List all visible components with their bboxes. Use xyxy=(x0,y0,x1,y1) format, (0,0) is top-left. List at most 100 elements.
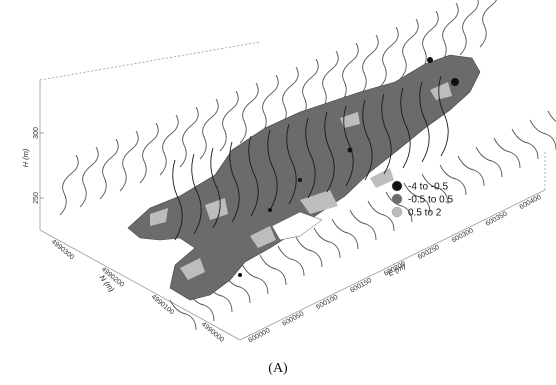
surface-contour xyxy=(248,135,259,217)
contour-line xyxy=(299,58,319,120)
contour-line xyxy=(439,2,459,64)
dark-patch xyxy=(238,273,242,277)
contour-line xyxy=(279,66,299,128)
contour-line xyxy=(313,227,341,259)
surface-light-patches xyxy=(150,82,452,280)
surface-contour xyxy=(229,141,240,223)
contour-line xyxy=(547,110,556,122)
surface-contour xyxy=(362,99,373,181)
contour-line xyxy=(139,122,159,184)
legend-swatch xyxy=(391,180,403,192)
legend-label: 0.5 to 2 xyxy=(408,208,442,219)
back-edge xyxy=(39,41,261,81)
contour-line xyxy=(169,299,197,331)
light-patch xyxy=(150,208,168,226)
contour-line xyxy=(199,98,219,160)
terrain-surface xyxy=(127,54,481,301)
contour-line xyxy=(403,182,431,214)
contour-line xyxy=(239,82,259,144)
contour-line xyxy=(277,245,305,277)
z-axis-label: H (m) xyxy=(21,148,30,167)
contour-line xyxy=(295,236,323,268)
contour-line xyxy=(59,154,79,216)
surface-contour xyxy=(286,123,297,205)
contour-line xyxy=(475,146,503,178)
white-hole xyxy=(271,211,323,241)
contour-line xyxy=(159,114,179,176)
x-tick-label: 600000 xyxy=(247,327,271,344)
light-patch xyxy=(205,198,228,220)
light-patch xyxy=(370,168,394,188)
contour-line xyxy=(331,218,359,250)
z-tick-label: 300 xyxy=(33,127,40,139)
x-tick-label: 600350 xyxy=(485,211,509,228)
figure-caption: (A) xyxy=(268,361,288,376)
surface-contour xyxy=(400,87,411,169)
light-patch xyxy=(430,82,452,100)
light-patch xyxy=(300,190,338,214)
contour-line xyxy=(219,90,239,152)
contour-line xyxy=(399,18,419,80)
contour-line xyxy=(339,42,359,104)
light-patch xyxy=(340,112,360,128)
contour-line xyxy=(457,155,485,187)
surface-contour xyxy=(381,93,392,175)
contour-line xyxy=(421,173,449,205)
contour-line xyxy=(479,0,498,48)
surface-contour xyxy=(343,105,354,187)
dark-patch xyxy=(451,78,459,86)
contour-line xyxy=(493,137,521,169)
contour-line xyxy=(119,130,139,192)
contour-line xyxy=(99,138,119,200)
legend-label: -0.5 to 0.5 xyxy=(408,195,453,206)
contour-line xyxy=(439,164,467,196)
dark-patch xyxy=(298,178,302,182)
surface-contour xyxy=(172,159,183,241)
surface-contour-lines xyxy=(172,75,449,241)
contour-line xyxy=(259,254,287,286)
contour-line xyxy=(319,50,339,112)
contour-line xyxy=(529,119,556,151)
contour-line xyxy=(79,146,99,208)
x-tick-label: 600300 xyxy=(451,227,475,244)
y-tick-label: 4990000 xyxy=(200,321,225,344)
contour-line xyxy=(379,26,399,88)
surface-contour xyxy=(419,81,430,163)
x-axis-line xyxy=(239,189,546,341)
surface-contour xyxy=(438,75,449,157)
surface-contour xyxy=(191,153,202,235)
surface-contour xyxy=(210,147,221,229)
legend: -4 to -0.5 -0.5 to 0.5 0.5 to 2 xyxy=(391,180,453,219)
x-tick-label: 600250 xyxy=(417,244,441,261)
contour-line xyxy=(459,0,479,56)
surface-base xyxy=(127,54,481,301)
y-tick-label: 4990300 xyxy=(50,238,75,261)
contour-line xyxy=(241,263,269,295)
x-tick-label: 600050 xyxy=(281,311,305,328)
legend-swatch xyxy=(391,193,403,205)
contour-line xyxy=(349,209,377,241)
surface-contour xyxy=(267,129,278,211)
legend-swatch xyxy=(391,206,403,218)
y-axis-line xyxy=(39,229,241,341)
dark-patch xyxy=(427,57,433,63)
contour-line xyxy=(367,200,395,232)
x-tick-label: 600150 xyxy=(349,277,373,294)
contour-line xyxy=(359,34,379,96)
contour-line xyxy=(511,128,539,160)
contour-line xyxy=(419,10,439,72)
contour-line xyxy=(179,106,199,168)
surface-contour xyxy=(324,111,335,193)
z-tick-label: 250 xyxy=(33,192,40,204)
x-tick-label: 600100 xyxy=(315,294,339,311)
y-tick-label: 4990100 xyxy=(150,293,175,316)
plot-box xyxy=(39,41,546,341)
contour-line xyxy=(259,74,279,136)
contour-line xyxy=(385,191,413,223)
surface-contour xyxy=(305,117,316,199)
x-tick-label: 600400 xyxy=(519,194,543,211)
light-patch xyxy=(250,226,276,248)
z-axis-ticks: 250 300 xyxy=(33,127,44,204)
light-patch xyxy=(180,258,205,280)
